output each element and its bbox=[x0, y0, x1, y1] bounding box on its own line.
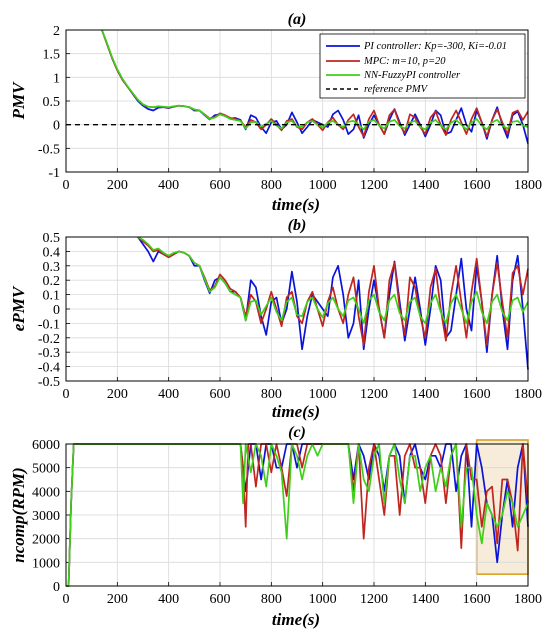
y-tick-label: 0.4 bbox=[43, 245, 61, 260]
x-tick-label: 600 bbox=[210, 387, 231, 402]
panel-b-ticks: 0 200 400 600 800 1000 1200 1400 1600 1800-0.5-0.… bbox=[38, 231, 542, 402]
x-tick-label: 1000 bbox=[309, 592, 337, 607]
x-tick-label: 400 bbox=[158, 387, 179, 402]
x-tick-label: 1000 bbox=[309, 178, 337, 193]
panel-c-ticks: 0 200 400 600 800 1000 1200 1400 1600 1800 0 1000 20… bbox=[32, 438, 542, 607]
panel-a-frame bbox=[65, 29, 529, 173]
x-tick-label: 600 bbox=[210, 592, 231, 607]
x-tick-label: 0 bbox=[63, 178, 70, 193]
series-line-mpc bbox=[66, 443, 529, 587]
panel-c-ylabel: ncomp(RPM) bbox=[9, 467, 28, 562]
x-tick-label: 1200 bbox=[360, 387, 388, 402]
x-tick-label: 1200 bbox=[360, 592, 388, 607]
legend-label-ref: reference PMV bbox=[364, 84, 429, 95]
panel-b-ylabel: ePMV bbox=[9, 285, 28, 331]
panel-a-series bbox=[66, 29, 529, 144]
y-tick-label: 0 bbox=[53, 580, 60, 595]
series-line-nn bbox=[101, 29, 529, 131]
y-tick-label: 1.5 bbox=[43, 48, 61, 63]
x-tick-label: 1600 bbox=[463, 387, 491, 402]
panel-b-xlabel: time(s) bbox=[272, 402, 320, 421]
panel-a: (a) 0 200 400 600 800 1000 1200 1400 1600 1800 -1 -… bbox=[9, 11, 542, 214]
legend-label-nn: NN-FuzzyPI controller bbox=[363, 70, 461, 81]
panel-a-xlabel: time(s) bbox=[272, 195, 320, 214]
y-tick-label: 0.5 bbox=[43, 231, 61, 246]
panel-b-series bbox=[137, 236, 529, 370]
x-tick-label: 1800 bbox=[514, 592, 542, 607]
y-tick-label: 0.1 bbox=[43, 289, 61, 304]
panel-a-ticks: 0 200 400 600 800 1000 1200 1400 1600 1800 -1 -0.5 0… bbox=[38, 24, 542, 193]
x-tick-label: 0 bbox=[63, 592, 70, 607]
x-tick-label: 1400 bbox=[411, 592, 439, 607]
x-tick-label: 200 bbox=[107, 178, 128, 193]
x-tick-label: 800 bbox=[261, 178, 282, 193]
x-tick-label: 1600 bbox=[463, 592, 491, 607]
x-tick-label: 1600 bbox=[463, 178, 491, 193]
y-tick-label: 6000 bbox=[32, 438, 60, 453]
y-tick-label: 0 bbox=[53, 303, 60, 318]
panel-a-title: (a) bbox=[288, 11, 307, 28]
y-tick-label: -0.4 bbox=[38, 361, 60, 376]
x-tick-label: 1800 bbox=[514, 178, 542, 193]
x-tick-label: 1000 bbox=[309, 387, 337, 402]
y-tick-label: 1000 bbox=[32, 556, 60, 571]
y-tick-label: -0.5 bbox=[38, 375, 60, 390]
panel-c-xlabel: time(s) bbox=[272, 610, 320, 629]
panel-c-grid bbox=[65, 443, 529, 587]
x-tick-label: 0 bbox=[63, 387, 70, 402]
panel-c-title: (c) bbox=[288, 424, 306, 441]
panel-b-title: (b) bbox=[288, 217, 307, 234]
y-tick-label: -0.2 bbox=[38, 332, 60, 347]
panel-c: (c) 0 200 400 600 800 1000 1200 1400 1600 1800 0 10… bbox=[9, 424, 542, 629]
x-tick-label: 600 bbox=[210, 178, 231, 193]
y-tick-label: 0.2 bbox=[43, 274, 61, 289]
y-tick-label: 2 bbox=[53, 24, 60, 39]
y-tick-label: 2000 bbox=[32, 533, 60, 548]
legend-box bbox=[319, 33, 526, 99]
y-tick-label: 3000 bbox=[32, 509, 60, 524]
legend-label-mpc: MPC: m=10, p=20 bbox=[363, 56, 446, 67]
x-tick-label: 800 bbox=[261, 592, 282, 607]
y-tick-label: -0.3 bbox=[38, 346, 60, 361]
y-tick-label: 5000 bbox=[32, 462, 60, 477]
panel-b-frame bbox=[65, 236, 529, 382]
series-line-nn bbox=[137, 236, 529, 325]
y-tick-label: -0.5 bbox=[38, 142, 60, 157]
x-tick-label: 800 bbox=[261, 387, 282, 402]
x-tick-label: 1800 bbox=[514, 387, 542, 402]
y-tick-label: 0.5 bbox=[43, 95, 61, 110]
x-tick-label: 1400 bbox=[411, 387, 439, 402]
y-tick-label: 0.3 bbox=[43, 260, 61, 275]
panel-b: (b) 0 200 400 600 800 1000 1200 1400 1600 1800 -0.… bbox=[9, 217, 542, 421]
x-tick-label: 1200 bbox=[360, 178, 388, 193]
panel-a-ylabel: PMV bbox=[9, 81, 28, 121]
x-tick-label: 400 bbox=[158, 178, 179, 193]
series-line-mpc bbox=[137, 236, 529, 346]
legend-label-pi: PI controller: Kp=-300, Ki=-0.01 bbox=[363, 41, 507, 52]
panel-c-frame bbox=[65, 443, 529, 587]
y-tick-label: 1 bbox=[53, 71, 60, 86]
x-tick-label: 1400 bbox=[411, 178, 439, 193]
panel-a-legend: PI controller: Kp=-300, Ki=-0.01 MPC: m=… bbox=[319, 33, 526, 99]
y-tick-label: -0.1 bbox=[38, 317, 60, 332]
x-tick-label: 400 bbox=[158, 592, 179, 607]
y-tick-label: -1 bbox=[48, 166, 60, 181]
x-tick-label: 200 bbox=[107, 592, 128, 607]
y-tick-label: 0 bbox=[53, 119, 60, 134]
x-tick-label: 200 bbox=[107, 387, 128, 402]
y-tick-label: 4000 bbox=[32, 485, 60, 500]
